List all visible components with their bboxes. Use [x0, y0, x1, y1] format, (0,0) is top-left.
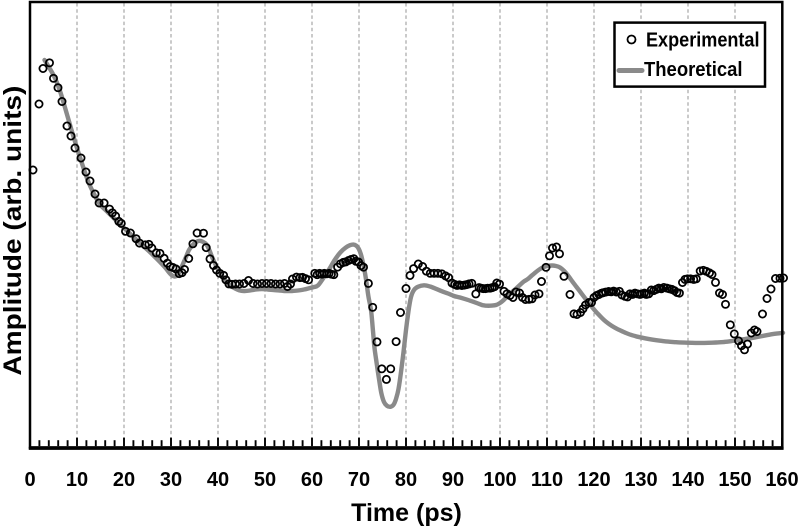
- svg-text:0: 0: [24, 469, 35, 491]
- svg-text:100: 100: [483, 469, 516, 491]
- svg-text:160: 160: [765, 469, 798, 491]
- svg-text:30: 30: [160, 469, 182, 491]
- svg-text:60: 60: [301, 469, 323, 491]
- svg-text:Amplitude (arb. units): Amplitude (arb. units): [0, 86, 27, 376]
- svg-text:70: 70: [348, 469, 370, 491]
- svg-text:50: 50: [254, 469, 276, 491]
- svg-text:Theoretical: Theoretical: [644, 59, 743, 81]
- svg-text:20: 20: [113, 469, 135, 491]
- svg-text:80: 80: [395, 469, 417, 491]
- svg-text:40: 40: [207, 469, 229, 491]
- svg-text:110: 110: [531, 469, 563, 491]
- svg-text:Time (ps): Time (ps): [351, 499, 462, 527]
- svg-text:90: 90: [442, 469, 464, 491]
- svg-text:10: 10: [66, 469, 88, 491]
- svg-text:130: 130: [624, 469, 657, 491]
- svg-text:Experimental: Experimental: [646, 29, 760, 51]
- svg-text:150: 150: [718, 469, 751, 491]
- svg-text:140: 140: [671, 469, 704, 491]
- svg-text:120: 120: [577, 469, 610, 491]
